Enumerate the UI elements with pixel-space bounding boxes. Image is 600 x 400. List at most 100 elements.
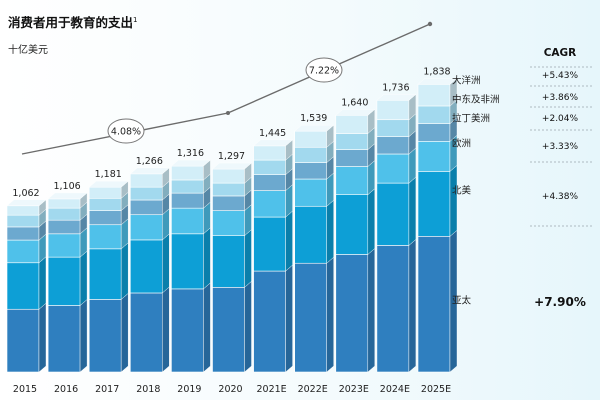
bar-segment <box>171 192 204 209</box>
x-tick-label: 2015 <box>13 384 37 395</box>
bar-segment <box>47 198 81 209</box>
total-label: 1,838 <box>423 66 450 77</box>
bar-segment <box>171 233 204 290</box>
bar-segment <box>88 299 122 373</box>
x-tick-label: 2024E <box>380 384 410 395</box>
total-label: 1,181 <box>95 169 122 180</box>
trend-cagr-label: 4.08% <box>111 127 141 138</box>
bar-segment <box>88 186 122 199</box>
bar-segment <box>47 256 81 306</box>
bar-top-face <box>6 199 47 206</box>
bar-segment <box>376 245 410 373</box>
x-tick-label: 2019 <box>177 384 201 395</box>
bar-segment <box>376 100 410 121</box>
bar-segment-side <box>367 188 375 255</box>
x-tick-label: 2020 <box>218 384 242 395</box>
bar-segment-side <box>38 256 47 310</box>
chart-title: 消费者用于教育的支出1 <box>8 12 137 31</box>
bar-segment <box>417 236 451 373</box>
total-label: 1,062 <box>12 188 39 199</box>
bar-segment <box>253 174 286 191</box>
bar-segment-side <box>120 292 129 373</box>
bar-segment <box>253 159 286 175</box>
total-label: 1,316 <box>177 148 204 159</box>
bar-segment <box>294 162 328 180</box>
bar-segment <box>88 210 122 226</box>
bar-segment <box>294 205 328 264</box>
bar-segment-side <box>367 248 375 373</box>
legend-label: 大洋洲 <box>452 75 481 87</box>
bar-segment <box>253 216 286 272</box>
bar-segment <box>294 146 328 163</box>
bar-segment-side <box>449 164 458 237</box>
bar-segment <box>376 182 410 246</box>
bar-segment-side <box>244 229 252 288</box>
bar-segment <box>417 84 451 107</box>
x-tick-label: 2022E <box>298 384 328 395</box>
total-label: 1,106 <box>53 181 80 192</box>
bar-segment <box>335 194 369 255</box>
bar-segment <box>335 133 369 150</box>
cagr-value: +2.04% <box>542 114 579 124</box>
bar-segment-side <box>244 280 252 373</box>
bar-segment <box>212 168 245 184</box>
bar-top-face <box>47 192 88 200</box>
title-block: 消费者用于教育的支出1 十亿美元 <box>8 12 137 56</box>
bar-segment <box>130 173 163 188</box>
total-label: 1,736 <box>382 82 409 93</box>
bar-segment <box>253 145 286 161</box>
chart-title-text: 消费者用于教育的支出 <box>8 15 134 30</box>
bar-segment <box>6 239 40 264</box>
cagr-header: CAGR <box>544 47 577 59</box>
bar-segment <box>171 179 204 194</box>
bar-segment-side <box>408 238 417 373</box>
cagr-value: +7.90% <box>534 295 586 309</box>
bar-segment-side <box>326 256 334 373</box>
trend-point <box>226 111 230 115</box>
bar-segment <box>376 136 410 155</box>
bar-segment-side <box>203 282 211 373</box>
bar-segment <box>88 224 122 250</box>
bar-segment <box>212 182 245 197</box>
cagr-value: +3.33% <box>542 142 579 152</box>
bar-segment <box>130 186 163 201</box>
legend-label: 欧洲 <box>452 138 471 150</box>
bar-top-face <box>211 162 253 170</box>
bar-segment <box>130 199 163 216</box>
bar-segment <box>6 226 40 241</box>
bar-top-face <box>129 167 170 175</box>
cagr-value: +4.38% <box>542 192 579 202</box>
bar-segment-side <box>162 286 170 373</box>
legend-label: 中东及非洲 <box>452 94 500 106</box>
bar-segment-side <box>162 233 170 294</box>
total-label: 1,266 <box>136 156 163 167</box>
total-label: 1,539 <box>300 113 327 124</box>
bar-segment <box>212 195 245 211</box>
x-tick-label: 2025E <box>421 384 451 395</box>
trend-point <box>427 21 433 27</box>
bar-segment-side <box>120 242 129 300</box>
bar-segment <box>212 210 245 236</box>
bar-segment <box>6 205 40 216</box>
total-label: 1,445 <box>259 128 286 139</box>
bar-segment-side <box>38 302 47 373</box>
bar-segment <box>6 308 40 373</box>
bar-segment <box>335 115 369 134</box>
title-footnote: 1 <box>133 15 138 24</box>
trend-cagr-label: 7.22% <box>309 66 339 77</box>
x-tick-label: 2021E <box>257 384 287 395</box>
bar-segment <box>376 153 410 184</box>
bar-segment <box>253 190 286 218</box>
bar-segment <box>335 254 369 373</box>
bar-segment <box>130 214 163 241</box>
bar-segment <box>171 288 204 373</box>
bar-segment-side <box>326 199 334 264</box>
trend-bubble <box>107 118 145 144</box>
bar-segment <box>335 166 369 195</box>
bar-segment <box>417 171 451 237</box>
bar-segment-side <box>79 250 88 306</box>
bar-segment <box>335 149 369 167</box>
bar-segment <box>47 233 81 258</box>
bar-segment <box>212 287 245 373</box>
